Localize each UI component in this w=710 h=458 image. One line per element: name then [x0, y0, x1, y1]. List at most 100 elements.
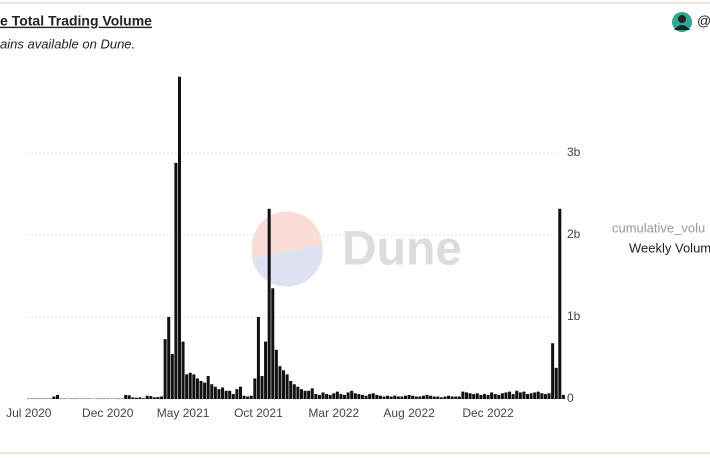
bar [511, 394, 515, 399]
bar [231, 394, 235, 399]
bar [163, 339, 167, 399]
bar [195, 378, 199, 399]
watermark: Dune [251, 211, 462, 287]
bar [540, 393, 544, 399]
bar [443, 396, 447, 399]
bar [465, 392, 469, 399]
bar [475, 393, 479, 399]
bar [124, 394, 128, 399]
x-tick-label: Aug 2022 [383, 406, 435, 420]
bar [486, 394, 490, 399]
bar [299, 389, 303, 399]
bar [346, 392, 350, 399]
bar [160, 396, 164, 399]
y-tick-label: 3b [567, 145, 581, 159]
bar [353, 393, 357, 399]
bar [296, 386, 300, 399]
bar [497, 394, 501, 399]
bar [246, 396, 250, 399]
chart-title[interactable]: e Total Trading Volume [0, 13, 152, 29]
bar [271, 288, 275, 399]
bar [439, 397, 443, 399]
y-tick-label: 0 [567, 391, 574, 405]
bar [533, 392, 537, 399]
bar [454, 396, 458, 399]
legend-entry[interactable]: Weekly Volum [629, 240, 710, 255]
bar [450, 396, 454, 399]
chart-subtitle: ains available on Dune. [0, 36, 135, 51]
bar [382, 396, 386, 399]
bar [224, 390, 228, 399]
legend-entry[interactable]: cumulative_volu [612, 220, 705, 235]
bar [429, 395, 433, 399]
bar [536, 391, 540, 399]
bar [378, 395, 382, 399]
bar [357, 394, 361, 399]
bar [238, 386, 242, 399]
bar [418, 396, 422, 399]
bar [314, 394, 318, 399]
bar [167, 317, 171, 399]
bar [325, 394, 329, 399]
bar [289, 380, 293, 399]
bar [235, 389, 239, 399]
bar [181, 341, 185, 399]
bar [274, 349, 278, 399]
bar [156, 396, 160, 399]
bar [529, 393, 533, 399]
bar [127, 395, 131, 399]
bar [421, 395, 425, 399]
bar [386, 395, 390, 399]
bar [551, 343, 555, 399]
bar [134, 397, 138, 399]
x-tick-label: Jul 2020 [6, 406, 52, 420]
bar [404, 395, 408, 399]
bar [515, 390, 519, 399]
bar [461, 391, 465, 399]
bar [504, 392, 508, 399]
avatar-body [674, 25, 690, 30]
x-tick-label: Oct 2021 [234, 406, 283, 420]
bar [360, 394, 364, 399]
bar [282, 370, 286, 399]
bar [425, 394, 429, 399]
bar [192, 374, 196, 399]
bar [411, 395, 415, 399]
bar [170, 353, 174, 399]
bar [213, 386, 217, 399]
bar [185, 374, 189, 399]
bar [558, 208, 562, 399]
bar [310, 388, 314, 399]
bar [554, 367, 558, 399]
watermark-text: Dune [342, 223, 462, 276]
bar [332, 393, 336, 399]
x-tick-label: May 2021 [157, 406, 210, 420]
bar [256, 317, 260, 399]
bar [307, 390, 311, 399]
bar [278, 366, 282, 399]
x-tick-label: Dec 2020 [82, 406, 134, 420]
bar [457, 396, 461, 399]
bar [561, 394, 565, 399]
bar [479, 394, 483, 399]
bar [389, 396, 393, 399]
bar [203, 382, 207, 399]
bar [292, 384, 296, 399]
bar [131, 397, 135, 399]
x-tick-label: Mar 2022 [308, 406, 359, 420]
bar [285, 374, 289, 399]
bar [493, 394, 497, 399]
bar [142, 398, 146, 399]
bar [206, 376, 210, 399]
bar [264, 341, 268, 399]
bar [55, 394, 60, 399]
bar [447, 395, 451, 399]
author-handle[interactable]: @ [697, 13, 710, 29]
bar [303, 390, 307, 399]
y-tick-label: 2b [567, 227, 581, 241]
bar [490, 392, 494, 399]
bar [432, 396, 436, 399]
bar [518, 392, 522, 399]
bar [500, 393, 504, 399]
